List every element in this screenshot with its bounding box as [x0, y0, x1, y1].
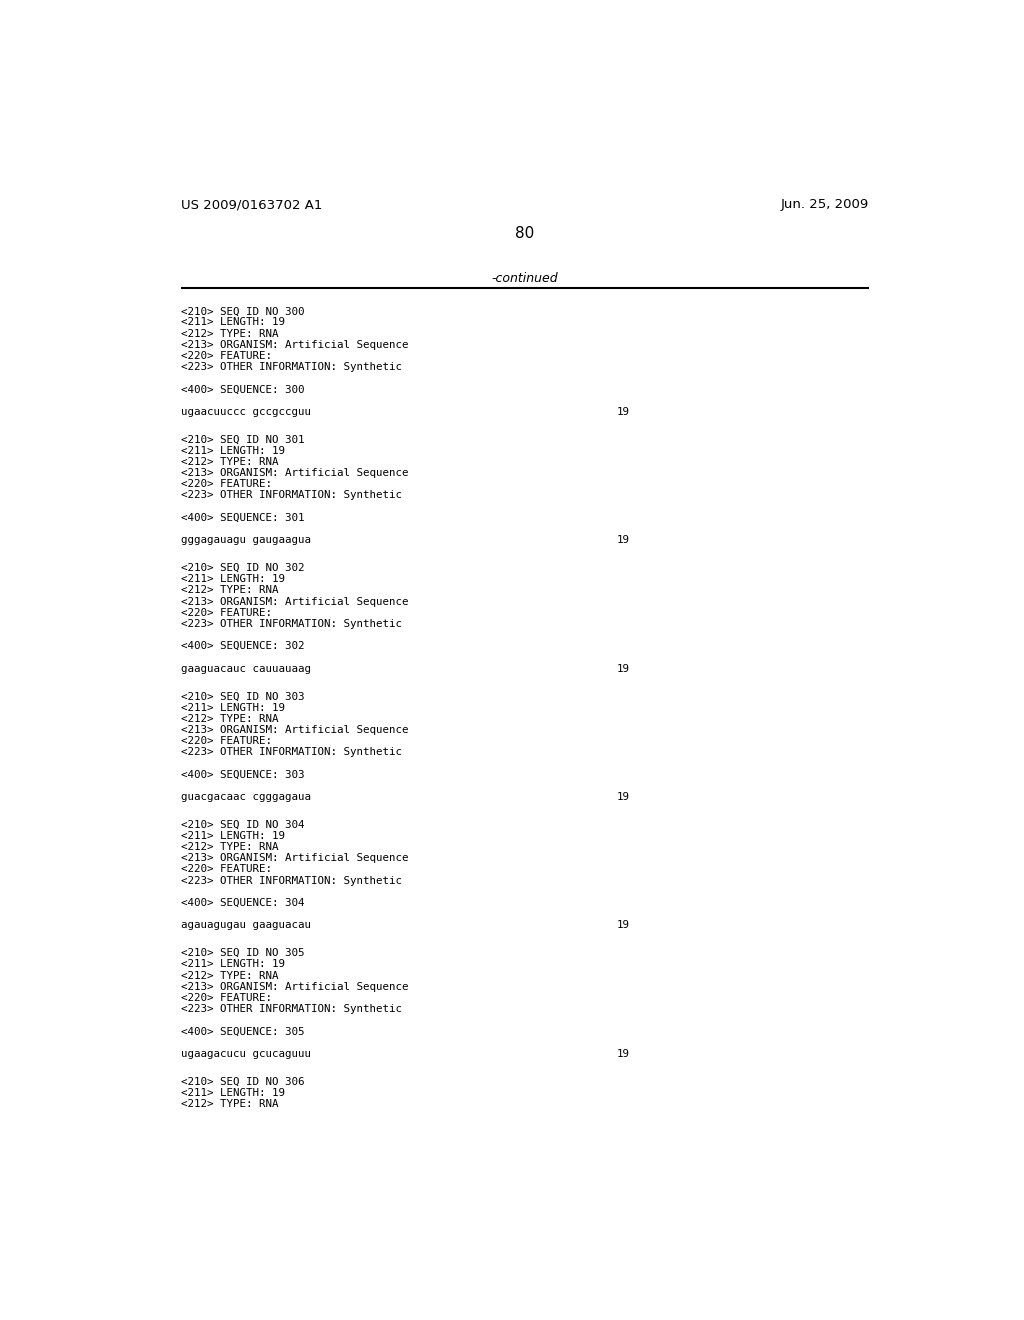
Text: <211> LENGTH: 19: <211> LENGTH: 19: [180, 317, 285, 327]
Text: <211> LENGTH: 19: <211> LENGTH: 19: [180, 832, 285, 841]
Text: <211> LENGTH: 19: <211> LENGTH: 19: [180, 574, 285, 585]
Text: <400> SEQUENCE: 302: <400> SEQUENCE: 302: [180, 642, 304, 651]
Text: 19: 19: [616, 407, 630, 417]
Text: 19: 19: [616, 664, 630, 673]
Text: <220> FEATURE:: <220> FEATURE:: [180, 351, 271, 360]
Text: <213> ORGANISM: Artificial Sequence: <213> ORGANISM: Artificial Sequence: [180, 597, 409, 606]
Text: <220> FEATURE:: <220> FEATURE:: [180, 865, 271, 874]
Text: <223> OTHER INFORMATION: Synthetic: <223> OTHER INFORMATION: Synthetic: [180, 362, 401, 372]
Text: 19: 19: [616, 535, 630, 545]
Text: <210> SEQ ID NO 303: <210> SEQ ID NO 303: [180, 692, 304, 701]
Text: <210> SEQ ID NO 305: <210> SEQ ID NO 305: [180, 948, 304, 958]
Text: US 2009/0163702 A1: US 2009/0163702 A1: [180, 198, 323, 211]
Text: 19: 19: [616, 920, 630, 931]
Text: 19: 19: [616, 792, 630, 803]
Text: <213> ORGANISM: Artificial Sequence: <213> ORGANISM: Artificial Sequence: [180, 982, 409, 991]
Text: <400> SEQUENCE: 301: <400> SEQUENCE: 301: [180, 512, 304, 523]
Text: <223> OTHER INFORMATION: Synthetic: <223> OTHER INFORMATION: Synthetic: [180, 491, 401, 500]
Text: <223> OTHER INFORMATION: Synthetic: <223> OTHER INFORMATION: Synthetic: [180, 1005, 401, 1014]
Text: <210> SEQ ID NO 300: <210> SEQ ID NO 300: [180, 306, 304, 317]
Text: <220> FEATURE:: <220> FEATURE:: [180, 737, 271, 746]
Text: 19: 19: [616, 1048, 630, 1059]
Text: <212> TYPE: RNA: <212> TYPE: RNA: [180, 714, 279, 723]
Text: 80: 80: [515, 226, 535, 242]
Text: <400> SEQUENCE: 304: <400> SEQUENCE: 304: [180, 898, 304, 908]
Text: ugaagacucu gcucaguuu: ugaagacucu gcucaguuu: [180, 1048, 310, 1059]
Text: gggagauagu gaugaagua: gggagauagu gaugaagua: [180, 535, 310, 545]
Text: <223> OTHER INFORMATION: Synthetic: <223> OTHER INFORMATION: Synthetic: [180, 875, 401, 886]
Text: <223> OTHER INFORMATION: Synthetic: <223> OTHER INFORMATION: Synthetic: [180, 619, 401, 628]
Text: <211> LENGTH: 19: <211> LENGTH: 19: [180, 446, 285, 455]
Text: ugaacuuccc gccgccguu: ugaacuuccc gccgccguu: [180, 407, 310, 417]
Text: <213> ORGANISM: Artificial Sequence: <213> ORGANISM: Artificial Sequence: [180, 469, 409, 478]
Text: guacgacaac cgggagaua: guacgacaac cgggagaua: [180, 792, 310, 803]
Text: Jun. 25, 2009: Jun. 25, 2009: [780, 198, 869, 211]
Text: <211> LENGTH: 19: <211> LENGTH: 19: [180, 702, 285, 713]
Text: <220> FEATURE:: <220> FEATURE:: [180, 607, 271, 618]
Text: <213> ORGANISM: Artificial Sequence: <213> ORGANISM: Artificial Sequence: [180, 725, 409, 735]
Text: <210> SEQ ID NO 301: <210> SEQ ID NO 301: [180, 434, 304, 445]
Text: <212> TYPE: RNA: <212> TYPE: RNA: [180, 1100, 279, 1109]
Text: <210> SEQ ID NO 304: <210> SEQ ID NO 304: [180, 820, 304, 830]
Text: <210> SEQ ID NO 306: <210> SEQ ID NO 306: [180, 1077, 304, 1086]
Text: <213> ORGANISM: Artificial Sequence: <213> ORGANISM: Artificial Sequence: [180, 339, 409, 350]
Text: <212> TYPE: RNA: <212> TYPE: RNA: [180, 970, 279, 981]
Text: <212> TYPE: RNA: <212> TYPE: RNA: [180, 329, 279, 338]
Text: <400> SEQUENCE: 300: <400> SEQUENCE: 300: [180, 384, 304, 395]
Text: gaaguacauc cauuauaag: gaaguacauc cauuauaag: [180, 664, 310, 673]
Text: <220> FEATURE:: <220> FEATURE:: [180, 479, 271, 490]
Text: -continued: -continued: [492, 272, 558, 285]
Text: <211> LENGTH: 19: <211> LENGTH: 19: [180, 960, 285, 969]
Text: <212> TYPE: RNA: <212> TYPE: RNA: [180, 457, 279, 467]
Text: <210> SEQ ID NO 302: <210> SEQ ID NO 302: [180, 564, 304, 573]
Text: <400> SEQUENCE: 305: <400> SEQUENCE: 305: [180, 1027, 304, 1036]
Text: <212> TYPE: RNA: <212> TYPE: RNA: [180, 842, 279, 853]
Text: <213> ORGANISM: Artificial Sequence: <213> ORGANISM: Artificial Sequence: [180, 853, 409, 863]
Text: <400> SEQUENCE: 303: <400> SEQUENCE: 303: [180, 770, 304, 780]
Text: <211> LENGTH: 19: <211> LENGTH: 19: [180, 1088, 285, 1098]
Text: <223> OTHER INFORMATION: Synthetic: <223> OTHER INFORMATION: Synthetic: [180, 747, 401, 758]
Text: <220> FEATURE:: <220> FEATURE:: [180, 993, 271, 1003]
Text: <212> TYPE: RNA: <212> TYPE: RNA: [180, 585, 279, 595]
Text: agauagugau gaaguacau: agauagugau gaaguacau: [180, 920, 310, 931]
